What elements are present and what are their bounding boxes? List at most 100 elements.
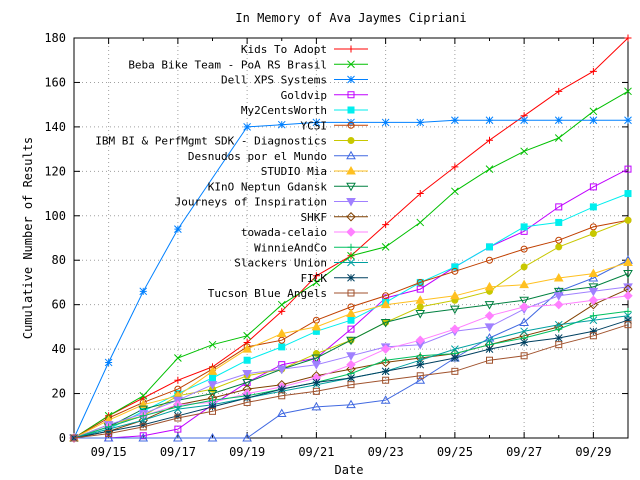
data-point: [312, 378, 321, 387]
data-point: [347, 251, 355, 260]
data-point: [381, 243, 390, 251]
data-point: [208, 403, 217, 411]
data-point: [243, 123, 251, 131]
data-point: [243, 394, 251, 402]
data-point: [242, 432, 252, 442]
data-point: [347, 316, 355, 324]
x-tick-label: 09/27: [506, 445, 542, 459]
legend-label: FICK: [301, 272, 328, 285]
series-line: [73, 119, 628, 439]
legend-item: Desnudos por el Mundo: [188, 150, 368, 163]
data-point: [277, 120, 286, 129]
data-point: [380, 395, 391, 404]
y-tick-label: 160: [44, 75, 66, 89]
data-point: [312, 278, 321, 287]
data-point: [589, 183, 597, 191]
data-point: [450, 305, 460, 315]
data-point: [346, 399, 356, 409]
data-point: [243, 356, 251, 364]
legend: Kids To Adopt Beba Bike Team - PoA RS Bra…: [95, 43, 368, 300]
x-tick-label: 09/23: [368, 445, 404, 459]
data-point: [174, 225, 182, 233]
data-point: [555, 218, 563, 226]
legend-marker: [347, 137, 355, 144]
y-tick-label: 20: [52, 387, 66, 401]
data-point: [138, 432, 149, 442]
y-tick-label: 80: [52, 253, 66, 267]
data-point: [485, 345, 494, 353]
x-tick-label: 09/29: [575, 445, 611, 459]
data-point: [589, 203, 597, 211]
data-point: [104, 427, 113, 436]
series-line: [73, 219, 629, 439]
data-point: [311, 401, 322, 411]
data-point: [243, 398, 251, 406]
data-point: [346, 352, 356, 361]
data-point: [624, 321, 632, 329]
legend-item: Journeys of Inspiration: [175, 196, 368, 209]
data-point: [416, 285, 424, 293]
x-tick-label: 09/25: [437, 445, 473, 459]
data-point: [381, 367, 390, 376]
data-point: [242, 370, 252, 379]
data-point: [277, 300, 286, 309]
data-point: [416, 190, 424, 198]
data-point: [589, 332, 597, 340]
data-point: [347, 325, 355, 333]
data-point: [589, 316, 598, 325]
data-point: [139, 412, 147, 420]
data-point: [589, 107, 598, 116]
legend-item: Kids To Adopt: [241, 43, 368, 56]
data-point: [484, 301, 495, 310]
data-point: [588, 283, 599, 292]
y-tick-label: 140: [44, 120, 66, 134]
legend-marker: [346, 165, 356, 175]
data-point: [554, 134, 563, 142]
legend-label: Beba Bike Team - PoA RS Brasil: [128, 58, 327, 71]
data-point: [139, 391, 148, 400]
legend-item: STUDIO Mia: [261, 165, 368, 178]
data-point: [416, 360, 425, 369]
data-point: [207, 366, 218, 375]
data-point: [554, 320, 563, 329]
data-point: [520, 352, 528, 360]
data-point: [520, 116, 528, 125]
data-point: [450, 290, 460, 300]
data-point: [346, 336, 356, 346]
data-point: [382, 221, 390, 229]
data-point: [415, 310, 426, 319]
series-beba-bike-team-poa-rs-brasil: [70, 87, 632, 442]
data-point: [174, 414, 182, 422]
series-ycsi: [70, 216, 632, 442]
data-point: [451, 187, 459, 196]
data-point: [311, 321, 322, 331]
legend-label: Journeys of Inspiration: [175, 196, 327, 209]
legend-label: IBM BI & PerfMgmt SDK - Diagnostics: [95, 135, 327, 148]
legend-label: Goldvip: [281, 89, 327, 102]
legend-item: towada-celaio: [241, 226, 368, 239]
data-point: [624, 307, 632, 315]
data-point: [589, 67, 597, 75]
y-tick-label: 100: [44, 209, 66, 223]
data-point: [174, 354, 182, 362]
legend-marker: [347, 258, 355, 267]
data-point: [381, 118, 390, 127]
data-point: [555, 325, 563, 333]
data-point: [553, 287, 564, 297]
series-tucson-blue-angels: [70, 321, 632, 442]
y-tick-label: 0: [59, 431, 66, 445]
data-point: [242, 344, 252, 353]
data-point: [277, 385, 286, 393]
chart-title: In Memory of Ava Jaymes Cipriani: [235, 11, 466, 25]
data-point: [207, 390, 218, 399]
data-point: [624, 316, 632, 325]
data-point: [485, 116, 494, 125]
data-point: [347, 381, 355, 389]
y-tick-label: 60: [52, 298, 66, 312]
data-point: [553, 292, 564, 301]
legend-item: YCSI: [301, 119, 368, 132]
data-point: [311, 361, 322, 370]
data-point: [209, 374, 216, 382]
data-point: [207, 432, 218, 442]
